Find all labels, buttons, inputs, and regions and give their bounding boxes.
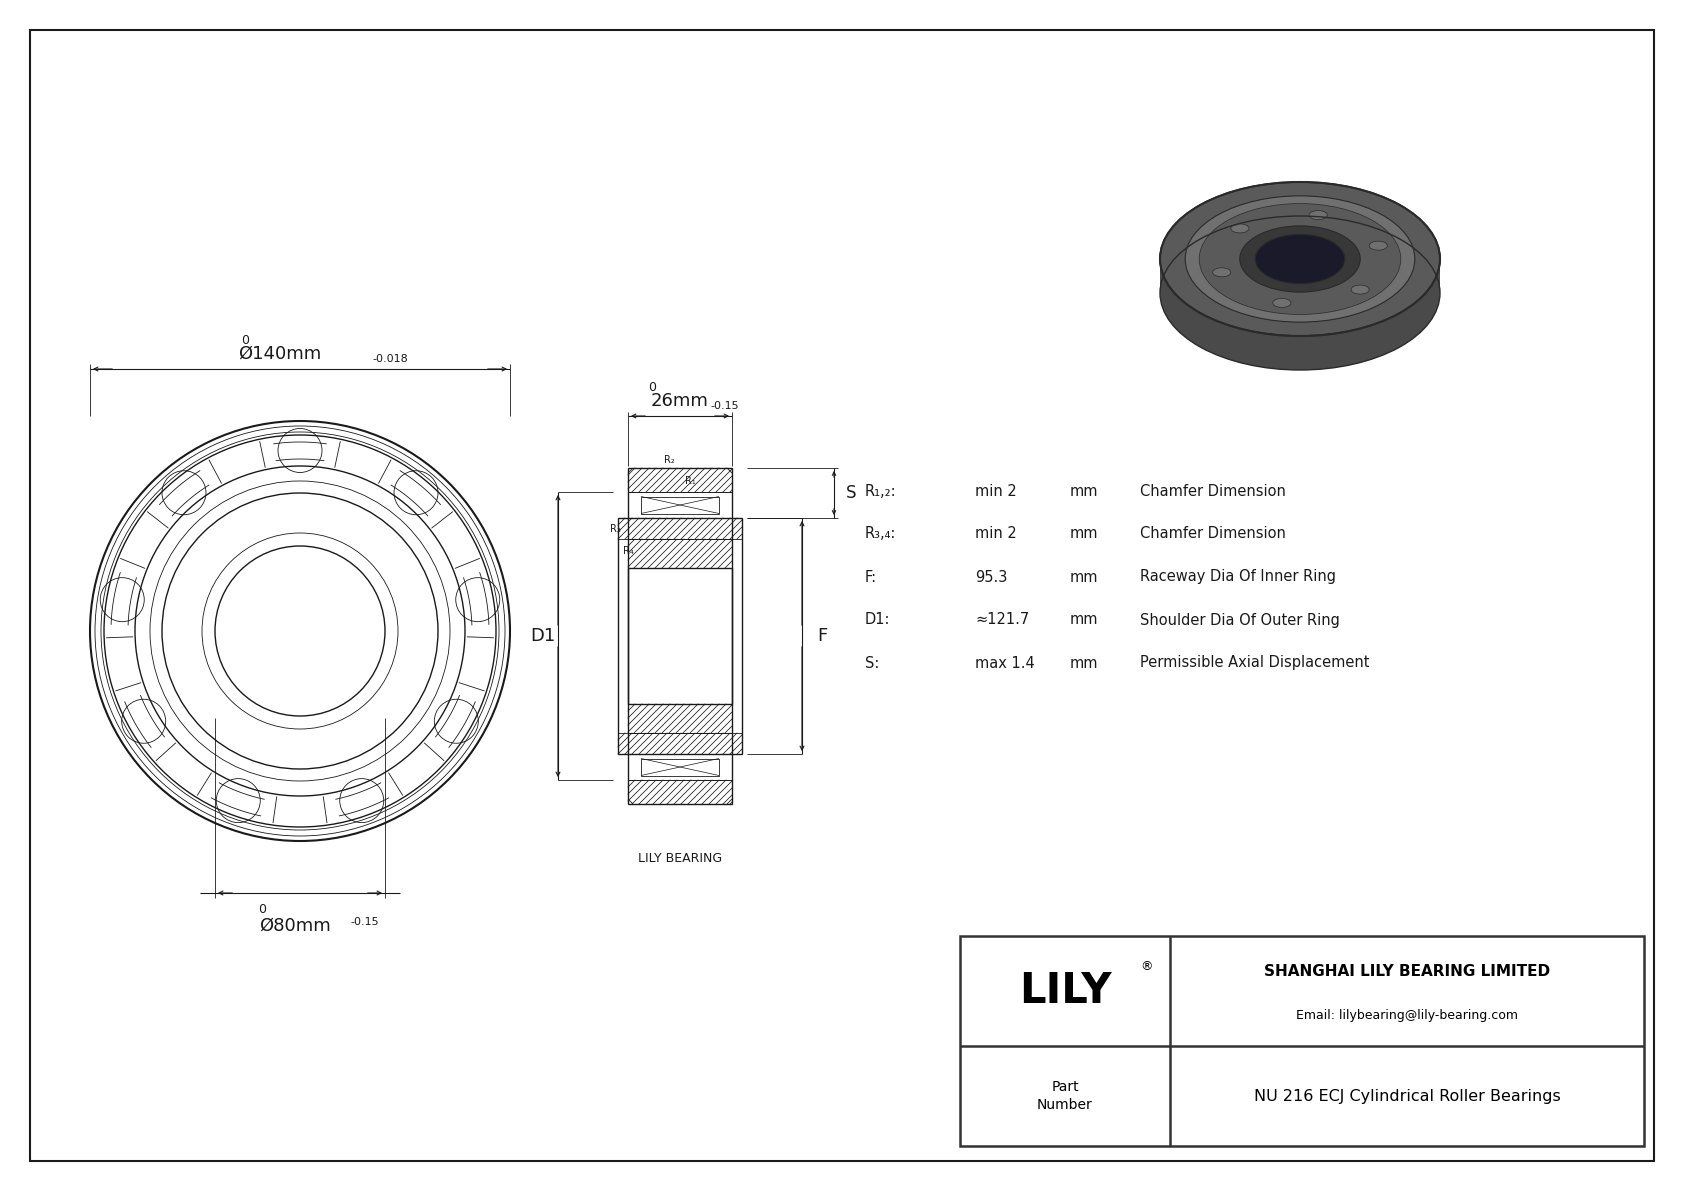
Text: -0.15: -0.15 <box>711 401 739 411</box>
Bar <box>618 518 743 540</box>
Ellipse shape <box>1212 268 1231 276</box>
Text: Permissible Axial Displacement: Permissible Axial Displacement <box>1140 655 1369 671</box>
Polygon shape <box>1219 254 1381 332</box>
Text: -0.018: -0.018 <box>372 354 408 364</box>
Text: R₄: R₄ <box>623 545 633 556</box>
Ellipse shape <box>1199 204 1401 314</box>
Text: D1:: D1: <box>866 612 891 628</box>
Text: SHANGHAI LILY BEARING LIMITED: SHANGHAI LILY BEARING LIMITED <box>1265 964 1549 979</box>
Bar <box>642 759 719 775</box>
Ellipse shape <box>1308 211 1327 219</box>
Text: F:: F: <box>866 569 877 585</box>
Ellipse shape <box>1369 242 1388 250</box>
Text: R₃,₄:: R₃,₄: <box>866 526 896 542</box>
Bar <box>642 497 719 513</box>
Polygon shape <box>1160 258 1440 370</box>
Ellipse shape <box>1351 285 1369 294</box>
Text: Ø80mm: Ø80mm <box>259 917 330 935</box>
Text: mm: mm <box>1069 612 1098 628</box>
Ellipse shape <box>1239 226 1361 292</box>
Text: mm: mm <box>1069 526 1098 542</box>
Text: 26mm: 26mm <box>652 392 709 410</box>
Bar <box>618 732 743 754</box>
Text: ≈121.7: ≈121.7 <box>975 612 1029 628</box>
Text: Ø140mm: Ø140mm <box>239 345 322 363</box>
Text: F: F <box>817 626 827 646</box>
Text: min 2: min 2 <box>975 484 1017 499</box>
Text: NU 216 ECJ Cylindrical Roller Bearings: NU 216 ECJ Cylindrical Roller Bearings <box>1253 1089 1561 1104</box>
Text: Chamfer Dimension: Chamfer Dimension <box>1140 484 1287 499</box>
Text: S:: S: <box>866 655 879 671</box>
Text: Part
Number: Part Number <box>1037 1080 1093 1112</box>
Text: ®: ® <box>1140 960 1152 973</box>
Text: mm: mm <box>1069 655 1098 671</box>
Text: R₁: R₁ <box>685 476 695 486</box>
Bar <box>628 780 733 804</box>
Bar <box>628 468 733 492</box>
Ellipse shape <box>1273 299 1292 307</box>
Text: mm: mm <box>1069 569 1098 585</box>
Text: mm: mm <box>1069 484 1098 499</box>
Text: 0: 0 <box>258 903 266 916</box>
Bar <box>628 540 733 568</box>
Text: -0.15: -0.15 <box>350 917 379 927</box>
Text: Chamfer Dimension: Chamfer Dimension <box>1140 526 1287 542</box>
Text: 95.3: 95.3 <box>975 569 1007 585</box>
Ellipse shape <box>1255 235 1346 283</box>
Text: R₂: R₂ <box>663 455 675 464</box>
Text: min 2: min 2 <box>975 526 1017 542</box>
Bar <box>628 704 733 732</box>
Ellipse shape <box>1186 195 1415 322</box>
Text: S: S <box>845 484 857 501</box>
Text: 0: 0 <box>241 333 249 347</box>
Text: 0: 0 <box>648 381 657 394</box>
Text: max 1.4: max 1.4 <box>975 655 1034 671</box>
Text: Shoulder Dia Of Outer Ring: Shoulder Dia Of Outer Ring <box>1140 612 1340 628</box>
Text: Raceway Dia Of Inner Ring: Raceway Dia Of Inner Ring <box>1140 569 1335 585</box>
Ellipse shape <box>1160 182 1440 336</box>
Bar <box>960 936 1644 1146</box>
Text: LILY BEARING: LILY BEARING <box>638 853 722 866</box>
Text: R₁,₂:: R₁,₂: <box>866 484 896 499</box>
Ellipse shape <box>1231 224 1250 233</box>
Text: Email: lilybearing@lily-bearing.com: Email: lilybearing@lily-bearing.com <box>1297 1009 1517 1022</box>
Text: R₃: R₃ <box>610 524 621 534</box>
Text: LILY: LILY <box>1019 969 1111 1012</box>
Text: D1: D1 <box>530 626 556 646</box>
